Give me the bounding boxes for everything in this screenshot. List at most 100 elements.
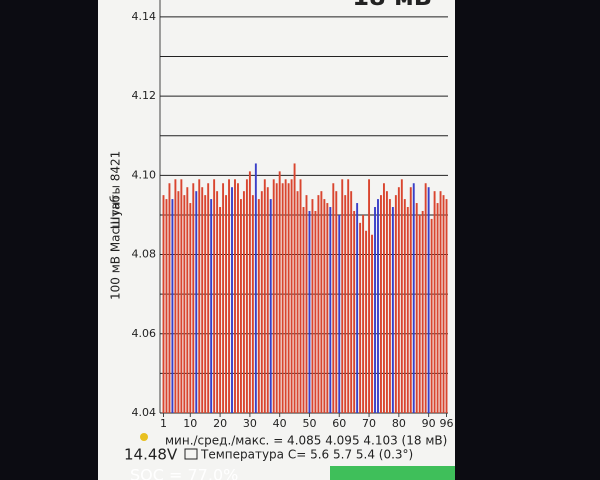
- bar: [210, 199, 213, 413]
- x-tick-label: 96: [440, 417, 454, 430]
- bar: [365, 230, 368, 413]
- bar: [281, 183, 284, 413]
- bar: [293, 163, 296, 413]
- y-label: Шунты 8421: [109, 151, 123, 230]
- bar: [162, 195, 165, 413]
- bar: [374, 207, 376, 413]
- bar: [180, 179, 183, 413]
- bar: [380, 195, 382, 413]
- bar: [263, 179, 266, 413]
- bar: [305, 195, 308, 413]
- y-label: 100 мВ Масштаб: [109, 195, 123, 300]
- bar: [216, 191, 219, 413]
- x-tick-label: 30: [243, 417, 257, 430]
- bar: [260, 191, 263, 413]
- bar: [332, 183, 335, 413]
- bar: [296, 191, 299, 413]
- bar: [400, 179, 403, 413]
- bar: [412, 183, 415, 413]
- bar: [439, 191, 442, 413]
- bar: [347, 179, 350, 413]
- bar: [219, 207, 222, 413]
- bar: [323, 199, 326, 413]
- bar: [242, 191, 245, 413]
- bar: [284, 179, 287, 413]
- x-tick-label: 80: [392, 417, 406, 430]
- bar: [433, 191, 436, 413]
- bar: [385, 191, 388, 413]
- bar: [204, 195, 207, 413]
- bar: [424, 183, 427, 413]
- bar: [403, 199, 406, 413]
- bar: [201, 187, 204, 413]
- bar: [341, 179, 344, 413]
- bar: [320, 191, 323, 413]
- bar: [308, 210, 311, 413]
- y-tick-label: 4.06: [132, 327, 157, 340]
- temperature: Температура С= 5.6 5.7 5.4 (0.3°): [200, 448, 413, 462]
- bar: [198, 179, 201, 413]
- bar: [165, 199, 168, 413]
- bar: [287, 183, 290, 413]
- bar: [189, 203, 192, 413]
- bar: [329, 207, 332, 413]
- bar: [377, 199, 379, 413]
- bar: [168, 183, 171, 413]
- bar: [213, 179, 216, 413]
- stats: мин./сред./макс. = 4.085 4.095 4.103 (18…: [165, 434, 447, 448]
- bar: [207, 183, 210, 413]
- x-tick-label: 50: [302, 417, 316, 430]
- bar: [427, 187, 430, 413]
- bar: [317, 195, 320, 413]
- bar: [174, 179, 177, 413]
- bar: [183, 195, 186, 413]
- bar: [409, 187, 412, 413]
- calendar-icon: [184, 448, 198, 460]
- y-tick-label: 4.12: [132, 89, 157, 102]
- x-tick-label: 40: [273, 417, 287, 430]
- x-tick-label: 1: [160, 417, 167, 430]
- bar: [356, 203, 359, 413]
- bar: [231, 187, 233, 413]
- bar: [254, 163, 257, 413]
- soc-bar: [330, 466, 455, 480]
- bar: [415, 203, 418, 413]
- bar: [222, 183, 225, 413]
- y-tick-label: 4.04: [132, 406, 157, 419]
- bar: [335, 191, 338, 413]
- y-tick-label: 4.10: [132, 168, 157, 181]
- bar: [237, 183, 239, 413]
- y-tick-label: 4.08: [132, 248, 157, 261]
- bar: [299, 179, 302, 413]
- soc: SOC = 77.0%: [130, 466, 238, 480]
- pack-voltage: 14.48V: [124, 446, 178, 464]
- bulb-icon: [140, 433, 148, 441]
- bar: [338, 214, 341, 413]
- bar: [290, 179, 293, 413]
- bar: [278, 171, 281, 413]
- x-tick-label: 20: [213, 417, 227, 430]
- bar: [350, 191, 353, 413]
- bar: [388, 199, 391, 413]
- bar: [371, 234, 373, 413]
- bar: [368, 179, 371, 413]
- bar: [257, 199, 260, 413]
- x-tick-label: 10: [183, 417, 197, 430]
- x-tick-label: 70: [362, 417, 376, 430]
- bar: [445, 199, 448, 413]
- bar: [359, 222, 362, 413]
- bar: [248, 171, 251, 413]
- bar: [266, 187, 269, 413]
- bar: [442, 195, 445, 413]
- y-tick-label: 4.14: [132, 10, 157, 23]
- bar: [272, 179, 275, 413]
- bar: [269, 199, 272, 413]
- bar: [362, 214, 365, 413]
- bar: [344, 195, 347, 413]
- bar: [192, 183, 195, 413]
- bar: [382, 183, 385, 413]
- x-tick-label: 60: [332, 417, 346, 430]
- bar: [353, 210, 356, 413]
- bar: [171, 199, 174, 413]
- bar: [177, 191, 180, 413]
